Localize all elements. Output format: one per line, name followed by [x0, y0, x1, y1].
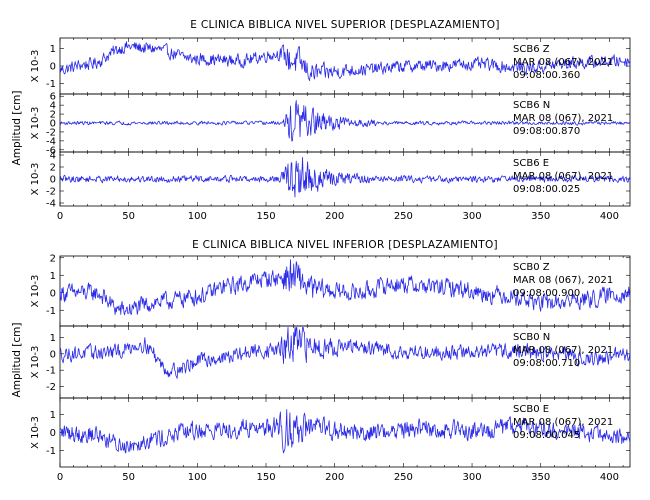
xtick-label: 400 — [600, 211, 619, 222]
waveform-trace — [59, 327, 631, 379]
scale-label: X 10-3 — [30, 50, 41, 83]
xtick-label: 250 — [394, 211, 413, 222]
xtick-label: 250 — [394, 472, 413, 483]
waveform-trace — [59, 156, 631, 198]
station-label: SCB6 Z — [513, 44, 550, 55]
xtick-label: 0 — [57, 211, 63, 222]
waveform-trace — [59, 259, 631, 316]
time-label: 09:08:00.025 — [513, 184, 580, 195]
date-label: MAR 08 (067), 2021 — [513, 57, 613, 68]
ytick-label: 1 — [50, 410, 56, 421]
date-label: MAR 08 (067), 2021 — [513, 171, 613, 182]
scale-label: X 10-3 — [30, 275, 41, 308]
ytick-label: 4 — [50, 151, 56, 162]
chart-title-lower: E CLINICA BIBLICA NIVEL INFERIOR [DESPLA… — [192, 239, 498, 251]
ytick-label: -1 — [46, 306, 56, 317]
ytick-label: -6 — [46, 145, 56, 156]
time-label: 09:08:00.045 — [513, 430, 580, 441]
waveform-trace — [59, 41, 631, 82]
scale-label: X 10-3 — [30, 416, 41, 449]
ylabel-upper: Amplitud [cm] — [11, 91, 23, 166]
ytick-label: -1 — [46, 79, 56, 90]
ytick-label: 6 — [50, 92, 56, 103]
ytick-label: 1 — [50, 44, 56, 55]
xtick-label: 350 — [531, 211, 550, 222]
xtick-label: 200 — [325, 472, 344, 483]
ytick-label: 1 — [50, 271, 56, 282]
xtick-label: 50 — [122, 211, 135, 222]
ytick-label: -2 — [46, 187, 56, 198]
xtick-label: 100 — [188, 472, 207, 483]
xtick-label: 100 — [188, 211, 207, 222]
ytick-label: 0 — [50, 428, 56, 439]
date-label: MAR 08 (067), 2021 — [513, 417, 613, 428]
ytick-label: 0 — [50, 349, 56, 360]
ytick-label: 2 — [50, 110, 56, 121]
ytick-label: 0 — [50, 175, 56, 186]
scale-label: X 10-3 — [30, 346, 41, 379]
xtick-label: 350 — [531, 472, 550, 483]
xtick-label: 200 — [325, 211, 344, 222]
date-label: MAR 08 (067), 2021 — [513, 275, 613, 286]
ytick-label: -2 — [46, 382, 56, 393]
plot-area-lower: 2 1 0 -1 X 10-3 SCB0 Z MAR 08 (067), 2021 09:08… — [30, 253, 631, 483]
ytick-label: -4 — [46, 199, 56, 210]
scale-label: X 10-3 — [30, 163, 41, 196]
panel-0-0: 1 0 -1 X 10-3 SCB6 Z MAR 08 (067), 2021 09:08:… — [30, 37, 631, 95]
ytick-label: 0 — [50, 288, 56, 299]
station-label: SCB6 N — [513, 100, 550, 111]
panel-0-2: 420-2-4 X 10-3 SCB6 E MAR 08 (067), 2021 09:… — [30, 151, 631, 210]
ytick-label: 1 — [50, 333, 56, 344]
ytick-label: 4 — [50, 101, 56, 112]
date-label: MAR 08 (067), 2021 — [513, 345, 613, 356]
ytick-label: 0 — [50, 62, 56, 73]
xtick-label: 150 — [256, 211, 275, 222]
waveform-trace — [59, 100, 631, 142]
ytick-label: 0 — [50, 119, 56, 130]
chart-upper: E CLINICA BIBLICA NIVEL SUPERIOR [DESPLA… — [11, 19, 631, 222]
plot-area-upper: 1 0 -1 X 10-3 SCB6 Z MAR 08 (067), 2021 09:08:… — [30, 37, 631, 222]
xtick-label: 300 — [463, 472, 482, 483]
station-label: SCB6 E — [513, 158, 549, 169]
xtick-label: 50 — [122, 472, 135, 483]
station-label: SCB0 E — [513, 404, 549, 415]
ytick-label: -1 — [46, 446, 56, 457]
time-label: 09:08:00.870 — [513, 126, 580, 137]
ytick-label: -1 — [46, 366, 56, 377]
panel-1-2: 1 0 -1 X 10-3 SCB0 E MAR 08 (067), 2021 09:08:… — [30, 397, 631, 468]
waveform-trace — [59, 409, 631, 454]
ylabel-lower: Amplitud [cm] — [11, 323, 23, 398]
date-label: MAR 08 (067), 2021 — [513, 113, 613, 124]
panel-1-0: 2 1 0 -1 X 10-3 SCB0 Z MAR 08 (067), 2021 09:08… — [30, 253, 631, 327]
ytick-label: -2 — [46, 127, 56, 138]
time-label: 09:08:00.900 — [513, 288, 580, 299]
time-label: 09:08:00.360 — [513, 70, 580, 81]
ytick-label: -4 — [46, 136, 56, 147]
station-label: SCB0 N — [513, 332, 550, 343]
ytick-label: 2 — [50, 253, 56, 264]
xtick-label: 0 — [57, 472, 63, 483]
xtick-label: 150 — [256, 472, 275, 483]
panel-1-1: 1 0 -1 -2 X 10-3 SCB0 N MAR 08 (067), 2021 09:0… — [30, 325, 631, 399]
chart-title-upper: E CLINICA BIBLICA NIVEL SUPERIOR [DESPLA… — [190, 19, 500, 31]
scale-label: X 10-3 — [30, 107, 41, 140]
ytick-label: 2 — [50, 163, 56, 174]
station-label: SCB0 Z — [513, 262, 550, 273]
time-label: 09:08:00.710 — [513, 358, 580, 369]
xtick-label: 300 — [463, 211, 482, 222]
xtick-label: 400 — [600, 472, 619, 483]
chart-lower: E CLINICA BIBLICA NIVEL INFERIOR [DESPLA… — [11, 239, 631, 483]
